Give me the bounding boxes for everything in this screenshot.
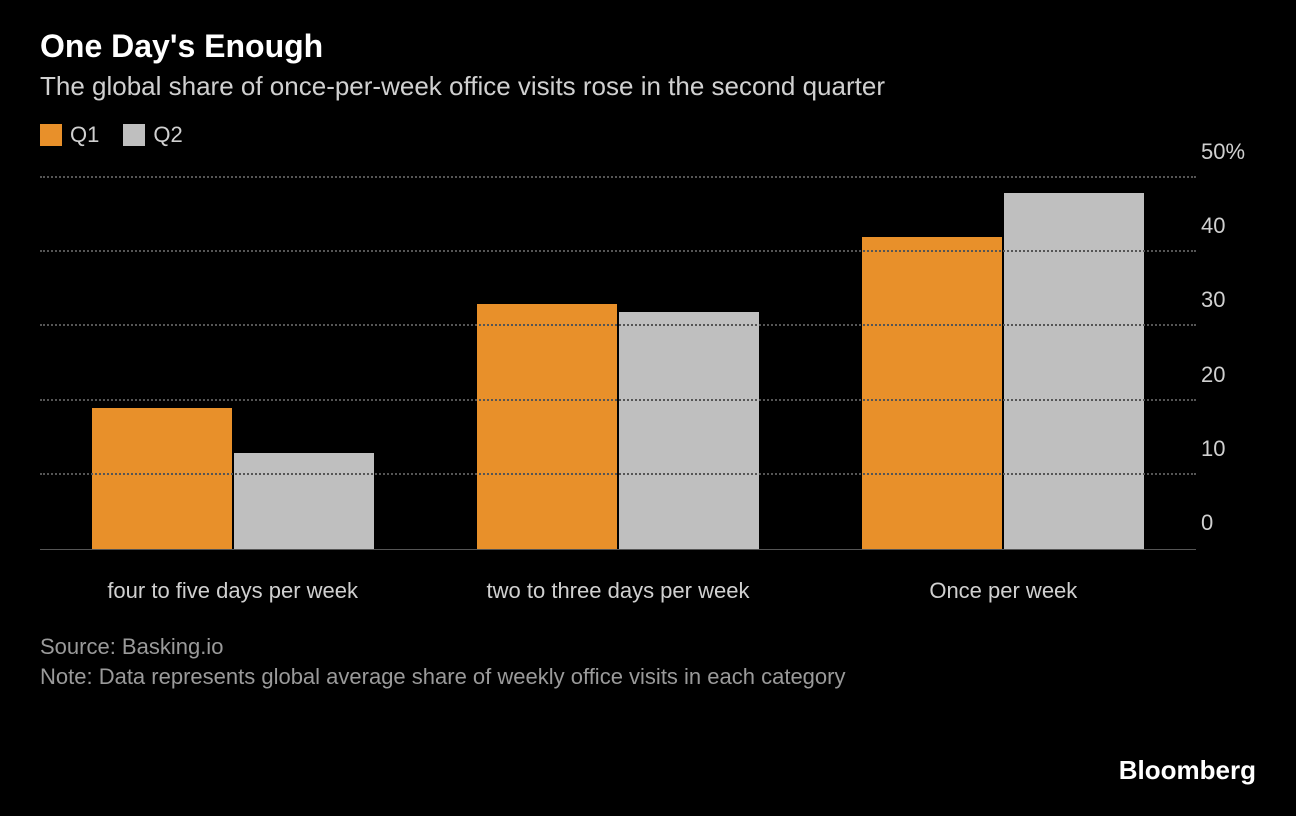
plot-region: 01020304050% <box>40 178 1196 550</box>
bar <box>92 408 232 549</box>
gridline <box>40 473 1196 475</box>
bar-group <box>811 178 1196 549</box>
x-axis-label: four to five days per week <box>40 578 425 604</box>
y-axis-tick-label: 0 <box>1201 510 1251 536</box>
chart-title: One Day's Enough <box>40 28 1256 65</box>
x-axis-labels: four to five days per weektwo to three d… <box>40 578 1196 604</box>
gridline <box>40 324 1196 326</box>
source-text: Source: Basking.io <box>40 632 900 662</box>
legend-label-q1: Q1 <box>70 122 99 148</box>
y-axis-tick-label: 20 <box>1201 362 1251 388</box>
gridline <box>40 250 1196 252</box>
x-axis-label: Once per week <box>811 578 1196 604</box>
bar-group <box>40 178 425 549</box>
legend-item-q2: Q2 <box>123 122 182 148</box>
note-text: Note: Data represents global average sha… <box>40 662 900 692</box>
y-axis-tick-label: 30 <box>1201 287 1251 313</box>
bar-groups <box>40 178 1196 549</box>
y-axis-tick-label: 10 <box>1201 436 1251 462</box>
bar <box>234 453 374 549</box>
chart-footer: Source: Basking.io Note: Data represents… <box>40 632 900 691</box>
chart-area: 01020304050% <box>40 160 1196 570</box>
chart-subtitle: The global share of once-per-week office… <box>40 71 1256 102</box>
y-axis-tick-label: 40 <box>1201 213 1251 239</box>
bar <box>1004 193 1144 549</box>
brand-logo: Bloomberg <box>1119 755 1256 786</box>
gridline <box>40 176 1196 178</box>
legend-item-q1: Q1 <box>40 122 99 148</box>
bar <box>619 312 759 549</box>
legend: Q1 Q2 <box>40 122 1256 148</box>
bar <box>477 304 617 549</box>
legend-label-q2: Q2 <box>153 122 182 148</box>
chart-container: One Day's Enough The global share of onc… <box>0 0 1296 816</box>
legend-swatch-q2 <box>123 124 145 146</box>
bar-group <box>425 178 810 549</box>
bar <box>862 237 1002 549</box>
x-axis-label: two to three days per week <box>425 578 810 604</box>
y-axis-tick-label: 50% <box>1201 139 1251 165</box>
gridline <box>40 399 1196 401</box>
legend-swatch-q1 <box>40 124 62 146</box>
